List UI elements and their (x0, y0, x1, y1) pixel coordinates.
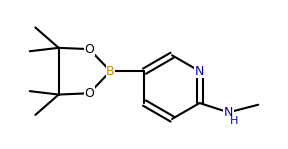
Text: N: N (195, 65, 204, 78)
Text: O: O (84, 87, 94, 100)
Text: B: B (106, 65, 115, 78)
Text: O: O (84, 43, 94, 56)
Text: N: N (224, 106, 233, 119)
Text: H: H (229, 116, 238, 126)
